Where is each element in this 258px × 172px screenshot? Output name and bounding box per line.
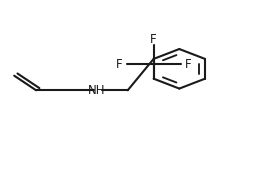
Text: F: F [150,33,157,46]
Text: F: F [116,58,123,71]
Text: F: F [185,58,191,71]
Text: NH: NH [88,84,106,97]
